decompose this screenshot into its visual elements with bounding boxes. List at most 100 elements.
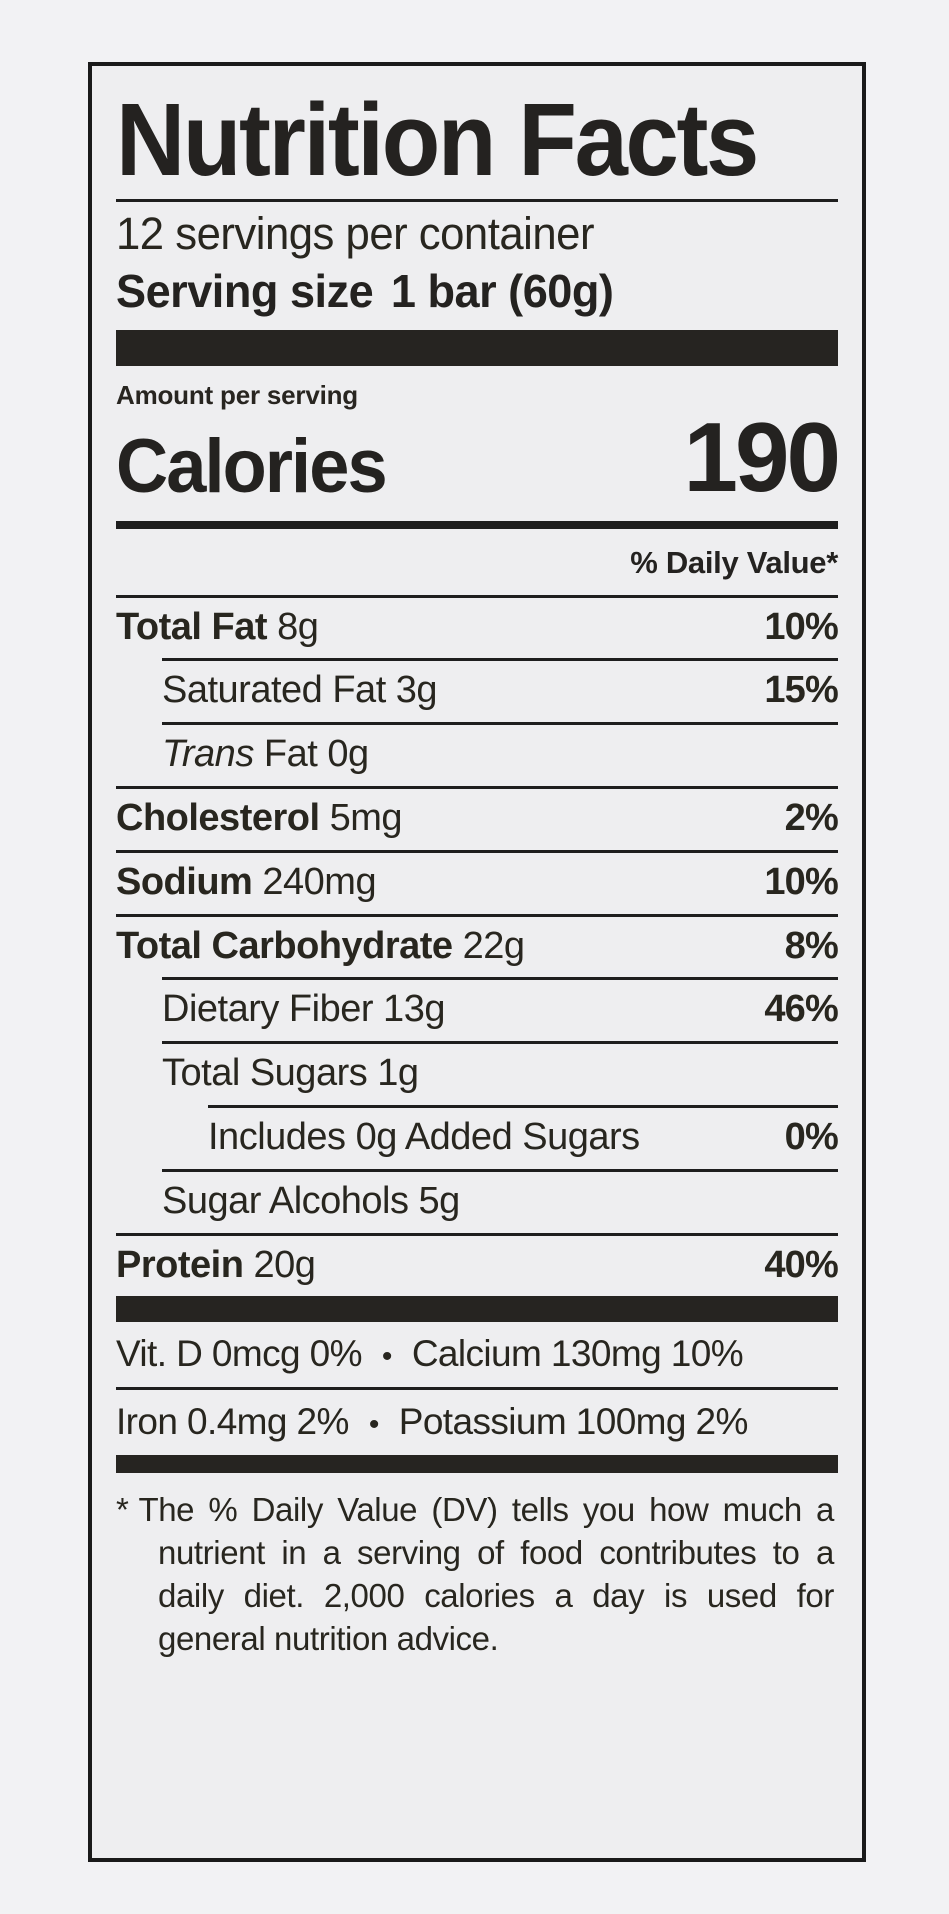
footnote-line-2-word: serving — [357, 1534, 461, 1572]
divider-under-dv-header — [116, 594, 838, 598]
nutrient-row-divider — [162, 1168, 838, 1172]
nutrition-facts-label: Nutrition Facts 12 servings per containe… — [88, 62, 866, 1862]
footnote-line-3-word: is — [664, 1577, 688, 1615]
nutrient-row: Dietary Fiber 13g 46% — [116, 980, 839, 1041]
nutrient-row-divider — [116, 785, 838, 789]
nutrient-row-divider — [162, 977, 838, 981]
nutrient-daily-value-percent: 15% — [764, 669, 838, 712]
footnote-line-2-word: food — [520, 1534, 583, 1572]
footnote-line-2: nutrient in a serving of food contributes to a — [116, 1532, 834, 1575]
footnote-line-4: general nutrition advice. — [158, 1619, 499, 1657]
nutrient-name: Sugar Alcohols 5g — [162, 1179, 460, 1222]
nutrient-name-italic: Trans — [162, 733, 254, 776]
footnote-line-3-word: for — [796, 1577, 835, 1615]
nutrient-daily-value-percent: 40% — [764, 1243, 838, 1286]
nutrient-row: Saturated Fat 3g 15% — [116, 661, 839, 722]
footnote-line-2-word: a — [815, 1534, 834, 1572]
footnote-line-2-word: a — [322, 1534, 341, 1572]
nutrient-daily-value-percent: 10% — [764, 605, 838, 648]
vitamin-row-divider — [116, 1387, 838, 1391]
footnote-line-1-word: Daily — [251, 1491, 324, 1529]
footnote-line-1-word: much — [722, 1491, 803, 1529]
nutrient-name: Cholesterol 5mg — [116, 796, 403, 839]
nutrient-row-divider — [162, 658, 838, 662]
footnote-line-3-word: 2,000 — [323, 1577, 405, 1615]
nutrient-name: Total Carbohydrate 22g — [116, 924, 525, 967]
nutrient-name: Total Fat 8g — [116, 605, 319, 648]
divider-under-title — [116, 199, 838, 202]
nutrient-name-bold: Total Carbohydrate — [116, 924, 453, 967]
nutrient-row: Total Fat 8g 10% — [116, 598, 839, 659]
nutrient-daily-value-percent: 2% — [784, 796, 839, 839]
footnote-line-3-word: day — [592, 1577, 645, 1615]
footnote-line-1-word: The — [138, 1491, 195, 1529]
footnote-line-3-word: used — [706, 1577, 777, 1615]
divider-medium-after-calories — [116, 520, 838, 529]
footnote-line-3-word: a — [554, 1577, 573, 1615]
footnote-line-3-word: calories — [424, 1577, 535, 1615]
nutrient-name: Total Sugars 1g — [162, 1052, 419, 1095]
nutrient-row-divider — [162, 1041, 838, 1045]
nutrient-name: Includes 0g Added Sugars — [208, 1115, 640, 1158]
nutrient-row: Cholesterol 5mg 2% — [116, 789, 839, 850]
nutrient-name-bold: Cholesterol — [116, 796, 320, 839]
footnote-line-2-word: contributes — [599, 1534, 757, 1572]
nutrient-daily-value-percent: 46% — [764, 988, 838, 1031]
serving-size-value: 1 bar (60g) — [390, 265, 614, 318]
nutrient-row-divider — [208, 1104, 838, 1108]
servings-per-container: 12 servings per container — [116, 208, 595, 259]
nutrient-name-bold: Protein — [116, 1243, 244, 1286]
footnote-line-1: * The% Daily Value (DV) tells you how much a — [116, 1489, 834, 1532]
bullet-separator-icon: • — [368, 1408, 380, 1442]
daily-value-header: % Daily Value* — [630, 544, 838, 580]
nutrient-row-divider — [116, 1232, 838, 1236]
nutrient-name-bold: Total Fat — [116, 605, 268, 648]
nutrient-name: Protein 20g — [116, 1243, 316, 1286]
vitamin-row: Iron 0.4mg 2% • Potassium 100mg 2% — [116, 1390, 838, 1455]
calories-value: 190 — [683, 402, 841, 513]
footnote-line-1-word: you — [582, 1491, 635, 1529]
nutrient-row: Protein 20g 40% — [116, 1236, 839, 1297]
footnote-line-2-word: nutrient — [158, 1534, 265, 1572]
nutrient-daily-value-percent: 8% — [784, 924, 839, 967]
vitamin-left-entry: Vit. D 0mcg 0% — [116, 1333, 363, 1375]
nutrient-daily-value-percent: 10% — [764, 860, 838, 903]
nutrient-row-divider — [116, 849, 838, 853]
daily-value-footnote: * The% Daily Value (DV) tells you how much a nut… — [116, 1473, 838, 1671]
footnote-line-1-word: how — [649, 1491, 709, 1529]
vitamin-left-entry: Iron 0.4mg 2% — [116, 1401, 349, 1443]
nutrient-row: Trans Fat 0g — [116, 725, 838, 786]
nutrient-daily-value-percent: 0% — [784, 1115, 839, 1158]
nutrient-list: Total Fat 8g 10% Saturated Fat 3g 15% Trans … — [116, 598, 839, 1297]
bullet-separator-icon: • — [381, 1340, 393, 1374]
footnote-line-1-word: a — [816, 1491, 834, 1529]
serving-size-label: Serving size — [116, 265, 374, 318]
page-title: Nutrition Facts — [116, 82, 759, 197]
footnote-line-1-word: tells — [511, 1491, 569, 1529]
nutrient-row: Sugar Alcohols 5g — [116, 1172, 838, 1233]
footnote-line-1-word: % — [208, 1491, 238, 1529]
nutrient-name-bold: Sodium — [116, 860, 253, 903]
footnote-line-1-word: Value — [337, 1491, 418, 1529]
footnote-line-2-word: of — [477, 1534, 504, 1572]
nutrient-row: Sodium 240mg 10% — [116, 853, 839, 914]
vitamin-right-entry: Potassium 100mg 2% — [398, 1401, 749, 1443]
vitamin-mineral-list: Vit. D 0mcg 0% • Calcium 130mg 10% Iron 0.4… — [116, 1322, 838, 1455]
footnote-line-1-word: (DV) — [431, 1491, 498, 1529]
nutrient-name: Saturated Fat 3g — [162, 669, 438, 712]
footnote-line-3: daily diet. 2,000 calories a day is used for — [116, 1575, 834, 1618]
nutrient-row: Total Sugars 1g — [116, 1044, 838, 1105]
calories-row: Calories 190 — [116, 402, 841, 520]
footnote-line-2-word: in — [281, 1534, 307, 1572]
calories-label: Calories — [116, 423, 388, 509]
divider-thick-after-protein — [116, 1296, 838, 1323]
serving-size-row: Serving size 1 bar (60g) — [116, 260, 824, 330]
divider-thick-after-serving — [116, 330, 838, 367]
nutrient-row: Includes 0g Added Sugars 0% — [116, 1108, 839, 1169]
amount-per-serving-label: Amount per serving — [116, 380, 358, 411]
nutrient-row: Total Carbohydrate 22g 8% — [116, 917, 839, 978]
nutrient-row-divider — [116, 913, 838, 917]
vitamin-right-entry: Calcium 130mg 10% — [411, 1333, 744, 1375]
footnote-line-3-word: diet. — [243, 1577, 305, 1615]
divider-thick-before-footnote — [116, 1455, 838, 1474]
